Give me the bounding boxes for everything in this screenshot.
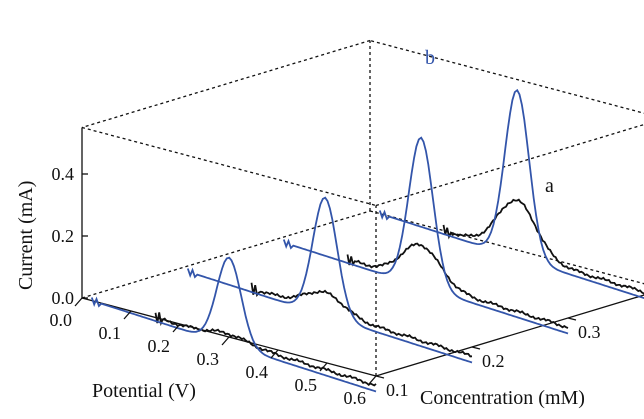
x-tick-label: 0.3 [197,349,220,369]
y-tick-label: 0.0 [52,288,75,308]
x-axis-label: Potential (V) [92,380,196,402]
box-edge [370,41,644,119]
box-edge [82,128,376,206]
x-tick-label: 0.4 [246,362,269,382]
chart-ticks: 0.00.20.40.00.10.20.30.40.50.60.10.20.30… [50,164,644,408]
box-edge [82,41,370,128]
z-tick [472,347,480,349]
x-tick [75,298,82,306]
z-tick [376,376,384,378]
chart-curves [92,90,644,391]
x-tick-label: 0.2 [148,336,171,356]
z-tick-label: 0.1 [386,380,409,400]
y-axis-label: Current (mA) [15,181,37,290]
series-a-curve [252,283,473,357]
x-tick-label: 0.1 [99,323,122,343]
box-edge [82,211,370,298]
x-tick-label: 0.6 [344,388,367,408]
series-b-curve [380,90,644,304]
z-tick [568,318,576,320]
z-tick-label: 0.2 [482,351,505,371]
series-a-curve [348,244,569,328]
y-tick-label: 0.4 [52,164,75,184]
x-tick-label: 0.5 [295,375,318,395]
x-tick [369,376,376,384]
box-edge [376,119,644,206]
series-label-b: b [425,47,435,69]
y-tick-label: 0.2 [52,226,75,246]
x-tick-label: 0.0 [50,310,73,330]
z-axis-label: Concentration (mM) [420,387,585,409]
z-tick-label: 0.3 [578,322,601,342]
x-tick [222,337,229,345]
series-label-a: a [545,175,554,197]
z-axis-line [376,289,644,376]
series-b-curve [284,138,568,334]
